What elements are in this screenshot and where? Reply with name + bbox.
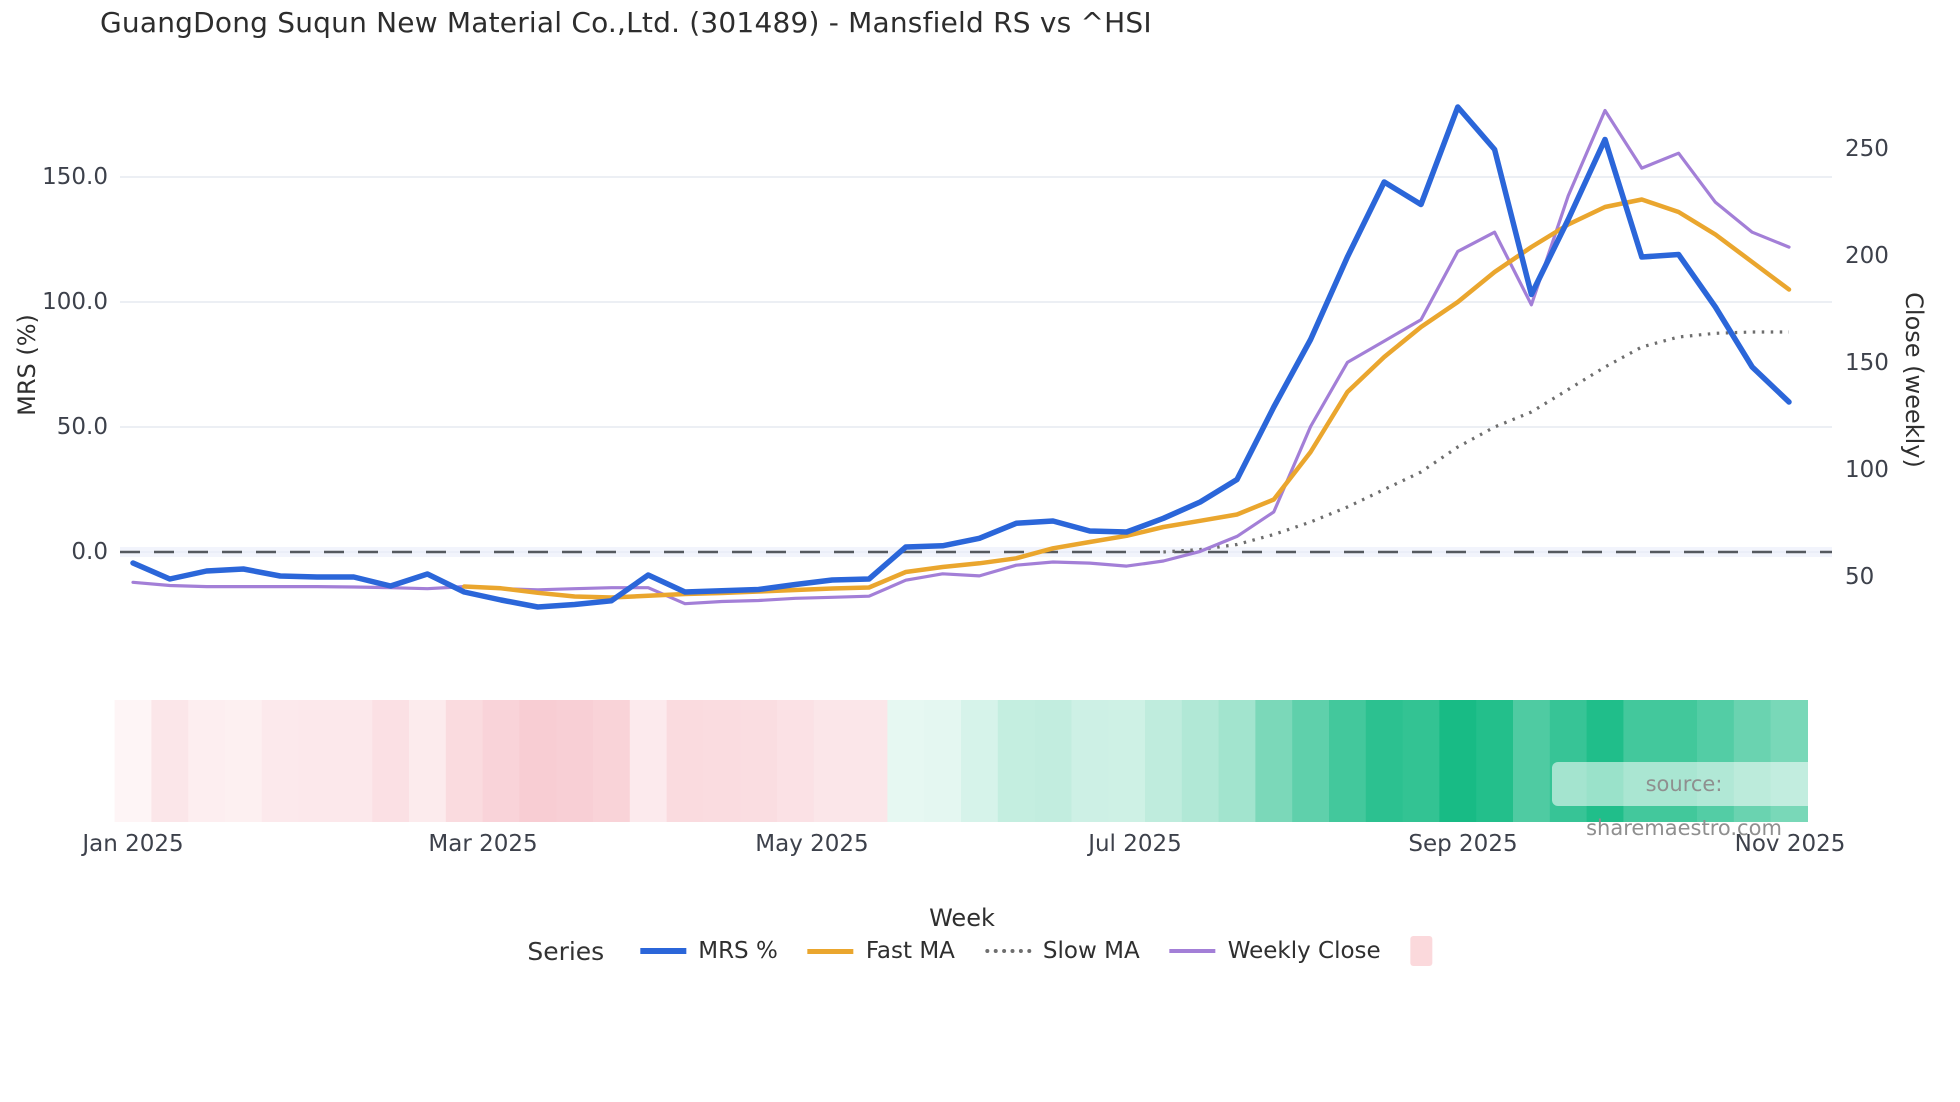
source-watermark: source: sharemaestro.com (1552, 762, 1816, 840)
legend: Series MRS % Fast MA Slow MA Weekly Close (527, 936, 1433, 966)
heat-band-cell (1329, 700, 1367, 822)
heat-band-cell (1034, 700, 1072, 822)
heat-band-cell (298, 700, 336, 822)
heat-band-cell (1476, 700, 1514, 822)
y-right-tick-150: 150 (1845, 350, 1889, 376)
heat-band-cell (372, 700, 410, 822)
heat-band-cell (1292, 700, 1330, 822)
legend-item-label: Slow MA (1042, 938, 1140, 964)
heat-band-cell (188, 700, 226, 822)
y-right-tick-100: 100 (1845, 457, 1889, 483)
heat-band-cell (703, 700, 741, 822)
series-line-mrs- (130, 104, 1792, 610)
legend-heatband-swatch-icon (1410, 936, 1433, 966)
legend-line-swatch-icon (807, 948, 854, 954)
heat-band-cell (924, 700, 962, 822)
heat-band-cell (1181, 700, 1220, 822)
heat-band-cell (666, 700, 704, 822)
legend-item-weekly-close: Weekly Close (1169, 938, 1381, 964)
x-tick-nov: Nov 2025 (1734, 831, 1846, 857)
x-tick-may: May 2025 (755, 831, 869, 857)
legend-item-heatband (1410, 936, 1433, 966)
legend-item-fast-ma: Fast MA (807, 938, 955, 964)
x-tick-jul: Jul 2025 (1088, 831, 1182, 857)
legend-item-label: MRS % (698, 938, 778, 964)
heat-band-cell (482, 700, 520, 822)
x-tick-sep: Sep 2025 (1408, 831, 1518, 857)
heat-band-cell (1365, 700, 1404, 822)
legend-item-label: Fast MA (865, 938, 955, 964)
heat-band-cell (813, 700, 852, 822)
heat-band-cell (1255, 700, 1293, 822)
heat-band-cell (1108, 700, 1146, 822)
y-right-tick-250: 250 (1845, 136, 1889, 162)
y-left-tick-0: 0.0 (71, 539, 108, 565)
series-line-weekly-close (131, 108, 1791, 606)
legend-line-swatch-icon (640, 948, 687, 954)
heat-band-cell (225, 700, 263, 822)
y-left-tick-100: 100.0 (42, 289, 108, 315)
legend-item-mrs-: MRS % (640, 938, 778, 964)
heat-band-cell (1402, 700, 1440, 822)
heat-band-cell (1513, 700, 1551, 822)
y-left-tick-150: 150.0 (42, 164, 108, 190)
x-tick-jan: Jan 2025 (82, 831, 184, 857)
y-right-tick-200: 200 (1845, 243, 1889, 269)
heat-band-cell (151, 700, 189, 822)
heat-band-cell (261, 700, 300, 822)
heat-band-cell (777, 700, 815, 822)
heat-band-cell (1145, 700, 1183, 822)
heat-band-cell (556, 700, 594, 822)
y-right-tick-50: 50 (1845, 564, 1875, 590)
y-left-axis-title: MRS (%) (13, 314, 41, 416)
heat-band-cell (997, 700, 1036, 822)
legend-item-slow-ma: Slow MA (984, 938, 1140, 964)
page-title: GuangDong Suqun New Material Co.,Ltd. (3… (100, 6, 1152, 39)
legend-item-label: Weekly Close (1227, 938, 1381, 964)
heat-band-cell (445, 700, 484, 822)
x-axis-title: Week (929, 904, 995, 932)
heat-band-cell (850, 700, 888, 822)
heat-band-cell (887, 700, 925, 822)
legend-line-swatch-icon (1169, 949, 1216, 953)
heat-band-cell (409, 700, 447, 822)
heat-band-cell (1071, 700, 1109, 822)
heat-band-cell (114, 700, 152, 822)
heat-band-cell (1439, 700, 1477, 822)
heat-band-cell (335, 700, 373, 822)
heat-band-cell (519, 700, 557, 822)
y-left-tick-50: 50.0 (56, 414, 108, 440)
y-right-axis-title: Close (weekly) (1900, 292, 1928, 468)
legend-line-swatch-icon (984, 949, 1031, 953)
x-tick-mar: Mar 2025 (428, 831, 538, 857)
heat-band-cell (593, 700, 631, 822)
heat-band-cell (740, 700, 778, 822)
legend-title: Series (527, 936, 605, 966)
heat-band-cell (629, 700, 668, 822)
heat-band-cell (1218, 700, 1256, 822)
heat-band-cell (961, 700, 999, 822)
series-line-fast-ma (461, 197, 1792, 600)
